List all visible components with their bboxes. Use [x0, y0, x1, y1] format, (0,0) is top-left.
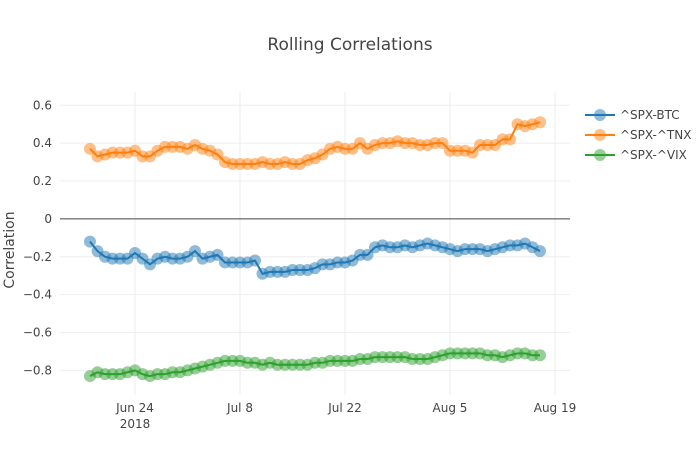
- legend-item[interactable]: ^SPX-^TNX: [585, 128, 691, 142]
- series-spx-vix: [84, 347, 546, 383]
- legend-label: ^SPX-^VIX: [620, 148, 687, 162]
- legend-label: ^SPX-^TNX: [620, 128, 691, 142]
- legend-item[interactable]: ^SPX-^VIX: [585, 148, 687, 162]
- legend: ^SPX-BTC ^SPX-^TNX ^SPX-^VIX: [585, 108, 691, 162]
- series-spx-tnx: [84, 116, 546, 170]
- y-tick-label: 0.2: [33, 174, 52, 188]
- x-tick-label: Aug 19: [534, 401, 577, 415]
- x-tick-year-label: 2018: [120, 417, 151, 431]
- series-group: [84, 116, 546, 383]
- x-tick-label: Jul 22: [327, 401, 362, 415]
- series-line: [89, 121, 541, 165]
- series-line: [89, 240, 541, 275]
- x-tick-label: Jul 8: [226, 401, 253, 415]
- y-tick-label: −0.8: [23, 363, 52, 377]
- y-tick-label: −0.2: [23, 250, 52, 264]
- legend-label: ^SPX-BTC: [620, 108, 680, 122]
- legend-marker-swatch: [594, 109, 606, 121]
- legend-marker-swatch: [594, 129, 606, 141]
- legend-item[interactable]: ^SPX-BTC: [585, 108, 680, 122]
- x-axis-ticks: Jun 24 2018 Jul 8 Jul 22 Aug 5 Aug 19: [115, 401, 576, 431]
- y-axis-label: Correlation: [2, 211, 18, 288]
- y-axis-ticks: 0.6 0.4 0.2 0 −0.2 −0.4 −0.6 −0.8: [23, 98, 52, 377]
- series-line: [89, 352, 540, 378]
- legend-marker-swatch: [594, 149, 606, 161]
- y-tick-label: 0.4: [33, 136, 52, 150]
- x-tick-label: Aug 5: [433, 401, 468, 415]
- y-tick-label: −0.4: [23, 288, 52, 302]
- chart-title: Rolling Correlations: [267, 35, 432, 55]
- x-tick-label: Jun 24: [115, 401, 154, 415]
- y-tick-label: −0.6: [23, 326, 52, 340]
- series-spx-btc: [84, 235, 546, 280]
- y-tick-label: 0.6: [33, 98, 52, 112]
- data-point: [534, 245, 546, 258]
- y-tick-label: 0: [44, 212, 52, 226]
